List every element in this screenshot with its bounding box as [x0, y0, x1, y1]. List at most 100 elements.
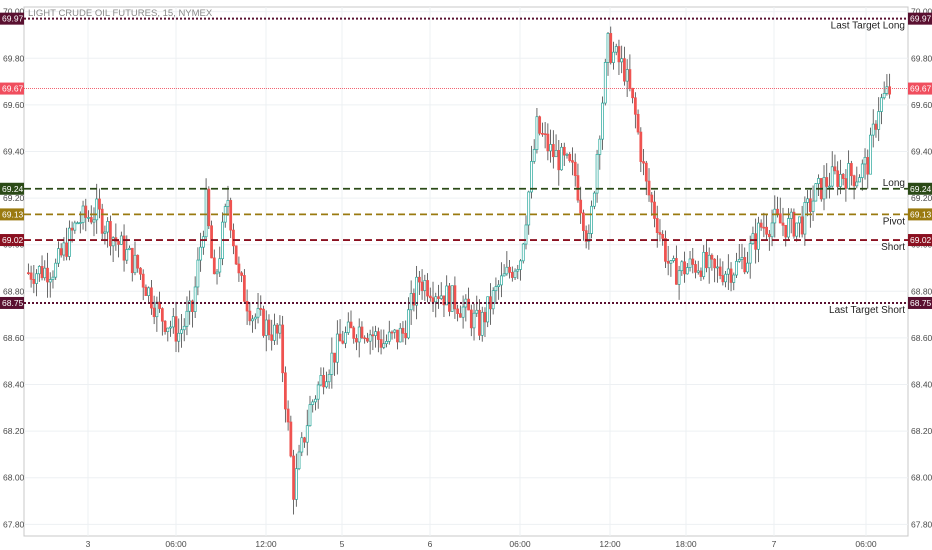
candle-body	[505, 266, 509, 275]
candle-body	[387, 331, 391, 342]
candle-body	[524, 224, 528, 245]
candle-body	[92, 219, 96, 223]
candle-body	[740, 257, 744, 260]
candle-body	[475, 309, 479, 314]
candle-body	[144, 286, 148, 296]
candle-body	[456, 308, 460, 314]
candle-body	[286, 408, 290, 423]
candle-body	[379, 339, 383, 348]
candle-body	[746, 262, 749, 273]
candle-body	[541, 132, 544, 135]
plot-area	[23, 6, 909, 537]
candle-body	[84, 205, 88, 218]
y-tick-label-left: 69.80	[3, 53, 25, 63]
y-tick-label-left: 67.80	[3, 519, 25, 529]
candle-body	[423, 280, 427, 291]
candle-body	[762, 226, 766, 229]
candle-body	[582, 212, 585, 231]
last-price-badge-text-right: 69.67	[910, 84, 932, 94]
candle-body	[814, 183, 818, 202]
candle-body	[491, 290, 495, 310]
candle-body	[70, 227, 74, 231]
candle-body	[650, 194, 654, 203]
candle-body	[546, 133, 550, 152]
last-price-badge-left	[0, 82, 24, 95]
candle-body	[609, 33, 613, 63]
candle-body	[508, 266, 511, 273]
candle-body	[207, 188, 211, 227]
candle-body	[860, 163, 864, 178]
candle-body	[407, 309, 410, 339]
candle-body	[828, 185, 831, 188]
candle-body	[294, 468, 298, 500]
candle-body	[355, 338, 358, 343]
candle-body	[67, 227, 71, 257]
x-tick-label: 5	[340, 539, 345, 549]
candle-body	[833, 166, 837, 172]
candle-body	[382, 343, 386, 348]
candle-body	[680, 261, 684, 272]
candle-body	[264, 319, 268, 336]
candle-body	[226, 200, 230, 207]
candle-body	[240, 272, 244, 276]
candle-body	[467, 298, 470, 311]
y-tick-label-left: 68.80	[3, 286, 25, 296]
candle-body	[806, 198, 809, 203]
candle-body	[204, 188, 208, 238]
level-badge-left	[0, 208, 24, 221]
candle-body	[565, 153, 569, 156]
candle-body	[748, 243, 752, 264]
y-tick-label-left: 70.00	[3, 7, 25, 17]
candle-body	[338, 333, 342, 342]
candle-body	[595, 153, 599, 194]
level-badge-text-right: 68.75	[910, 298, 932, 308]
candle-body	[103, 231, 107, 234]
candle-body	[346, 321, 350, 333]
candle-body	[245, 301, 249, 312]
candle-body	[237, 263, 241, 274]
x-tick-label: 06:00	[509, 539, 531, 549]
candle-body	[125, 249, 129, 261]
candle-body	[674, 258, 678, 285]
candle-body	[349, 321, 353, 329]
candle-body	[330, 352, 334, 375]
candle-body	[696, 270, 700, 273]
candle-body	[513, 270, 517, 278]
candle-body	[155, 301, 159, 318]
candle-body	[866, 157, 870, 175]
level-label: Last Target Short	[829, 305, 905, 316]
candle-body	[699, 270, 703, 277]
level-badge-left	[0, 182, 24, 195]
candle-body	[863, 157, 867, 165]
candle-body	[229, 200, 233, 231]
candle-body	[415, 276, 419, 306]
candle-body	[87, 217, 90, 219]
level-label: Last Target Long	[831, 21, 905, 32]
candle-body	[141, 273, 145, 288]
candle-body	[341, 340, 345, 344]
candle-body	[40, 266, 44, 279]
candle-body	[445, 285, 449, 306]
candle-body	[603, 62, 607, 104]
candle-body	[166, 327, 170, 332]
candle-body	[281, 324, 285, 374]
level-badge-right	[908, 296, 932, 309]
level-label: Long	[883, 178, 905, 189]
candle-body	[483, 311, 487, 323]
candle-body	[398, 327, 402, 343]
candle-body	[308, 404, 312, 427]
candle-body	[273, 324, 276, 341]
candle-body	[344, 332, 347, 344]
candle-body	[111, 237, 115, 247]
level-badge-right	[908, 208, 932, 221]
level-badge-text-right: 69.24	[910, 184, 932, 194]
candle-body	[130, 247, 134, 274]
y-tick-label-right: 68.00	[911, 473, 932, 483]
candle-body	[434, 296, 438, 303]
candle-body	[196, 259, 200, 288]
candle-body	[51, 276, 55, 280]
level-badge-text-left: 69.13	[2, 209, 24, 219]
candle-body	[778, 213, 782, 224]
level-label: Pivot	[883, 216, 905, 227]
candle-body	[519, 260, 522, 270]
